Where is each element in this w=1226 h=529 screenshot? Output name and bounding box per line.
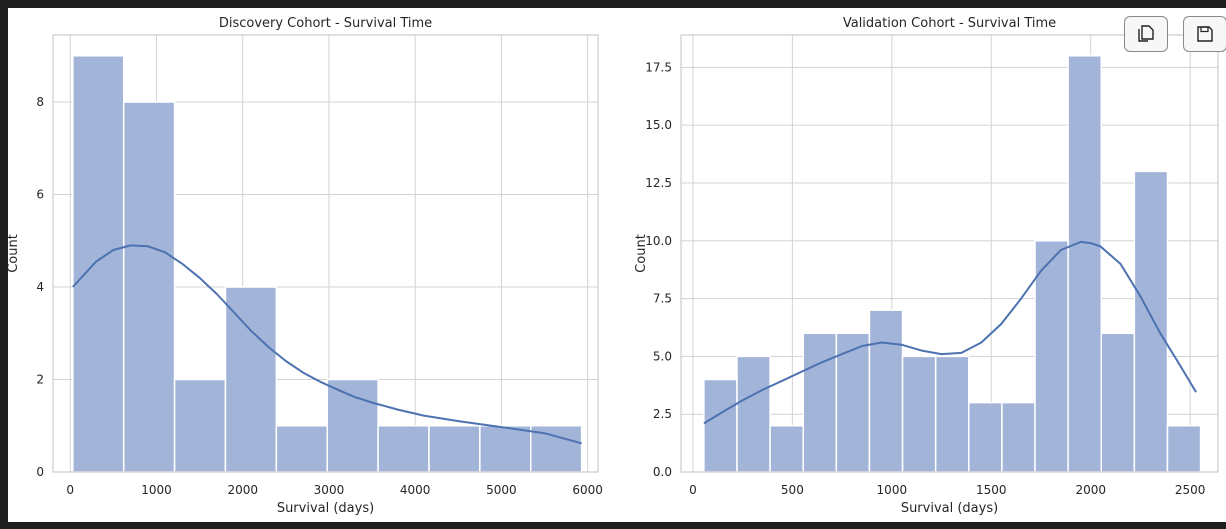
chart-1: 0 1000 2000 3000 4000 5000 6000 0 2 4 6 8 Discovery … <box>8 16 603 516</box>
chart-1-xtick-label-3: 3000 <box>314 483 345 497</box>
chart-1-bar-5 <box>326 378 379 473</box>
chart-2-bar-12 <box>1100 332 1136 473</box>
copy-button[interactable] <box>1124 16 1168 52</box>
chart-2-ytick-label-0: 0.0 <box>653 465 672 479</box>
chart-2-xtick-label-0: 0 <box>689 483 697 497</box>
chart-2-ytick-label-7: 17.5 <box>645 60 672 74</box>
floppy-disk-icon <box>1195 24 1215 44</box>
figure: 0 1000 2000 3000 4000 5000 6000 0 2 4 6 8 Discovery … <box>8 8 1226 522</box>
chart-1-bar-1 <box>122 101 176 473</box>
chart-1-bar-7 <box>428 425 481 473</box>
chart-2-ytick-label-1: 2.5 <box>653 407 672 421</box>
chart-1-bar-4 <box>275 425 328 473</box>
chart-1-ylabel: Count <box>8 234 21 273</box>
chart-1-bar-8 <box>479 425 532 473</box>
chart-1-xtick-label-5: 5000 <box>486 483 517 497</box>
chart-2-bar-13 <box>1133 170 1169 473</box>
chart-1-bar-6 <box>377 425 430 473</box>
chart-1-xlabel: Survival (days) <box>277 501 374 516</box>
chart-1-xtick-label-0: 0 <box>66 483 74 497</box>
chart-2-xtick-label-4: 2000 <box>1075 483 1106 497</box>
chart-1-title: Discovery Cohort - Survival Time <box>219 16 432 31</box>
chart-2-bar-2 <box>769 425 804 473</box>
chart-1-kde-line <box>72 244 582 445</box>
copy-icon <box>1135 23 1157 45</box>
chart-1-axes-frame <box>52 34 599 473</box>
chart-1-ytick-label-1: 2 <box>36 373 44 387</box>
chart-1-bar-0 <box>72 55 125 473</box>
chart-1-ytick-label-2: 4 <box>36 280 44 294</box>
chart-2-bar-10 <box>1034 240 1069 473</box>
chart-2-bar-8 <box>968 401 1003 473</box>
chart-2-ytick-label-6: 15.0 <box>645 118 672 132</box>
chart-2-title: Validation Cohort - Survival Time <box>843 16 1056 31</box>
chart-2-bar-4 <box>835 332 871 473</box>
chart-2-axes-frame <box>680 34 1219 473</box>
chart-1-ytick-label-3: 6 <box>36 188 44 202</box>
chart-1-xtick-label-6: 6000 <box>572 483 603 497</box>
chart-2-xtick-label-3: 1500 <box>976 483 1007 497</box>
chart-2-ytick-label-5: 12.5 <box>645 176 672 190</box>
chart-1-bar-2 <box>173 378 227 473</box>
chart-2-ytick-label-2: 5.0 <box>653 349 672 363</box>
chart-2-xtick-label-2: 1000 <box>877 483 908 497</box>
chart-1-bar-9 <box>529 425 583 473</box>
chart-2-ylabel: Count <box>634 234 649 273</box>
chart-2-xtick-label-5: 2500 <box>1175 483 1206 497</box>
chart-1-xtick-label-1: 1000 <box>141 483 172 497</box>
chart-2-bar-1 <box>736 355 771 473</box>
chart-2-xlabel: Survival (days) <box>901 501 998 516</box>
chart-2-bar-6 <box>901 355 937 473</box>
save-button[interactable] <box>1183 16 1226 52</box>
chart-1-ytick-label-4: 8 <box>36 95 44 109</box>
chart-2-bar-7 <box>934 355 970 473</box>
chart-2-bar-3 <box>802 332 838 473</box>
chart-1-xtick-label-2: 2000 <box>227 483 258 497</box>
chart-2: 0 500 1000 1500 2000 2500 0.0 2.5 5.0 7.5 10.0 12.5… <box>634 16 1219 516</box>
chart-2-ytick-label-4: 10.0 <box>645 234 672 248</box>
histogram-figure: 0 1000 2000 3000 4000 5000 600002468Discovery … <box>8 16 1219 516</box>
chart-2-bar-9 <box>1001 401 1036 473</box>
chart-1-xtick-label-4: 4000 <box>400 483 431 497</box>
chart-1-ytick-label-0: 0 <box>36 465 44 479</box>
chart-2-bar-0 <box>703 378 738 473</box>
chart-2-kde-line <box>703 240 1197 425</box>
chart-2-ytick-label-3: 7.5 <box>653 292 672 306</box>
chart-2-bar-5 <box>868 309 904 473</box>
chart-2-bar-14 <box>1166 425 1202 473</box>
chart-2-bar-11 <box>1067 55 1103 473</box>
chart-1-bar-3 <box>224 286 278 473</box>
chart-2-xtick-label-1: 500 <box>781 483 804 497</box>
